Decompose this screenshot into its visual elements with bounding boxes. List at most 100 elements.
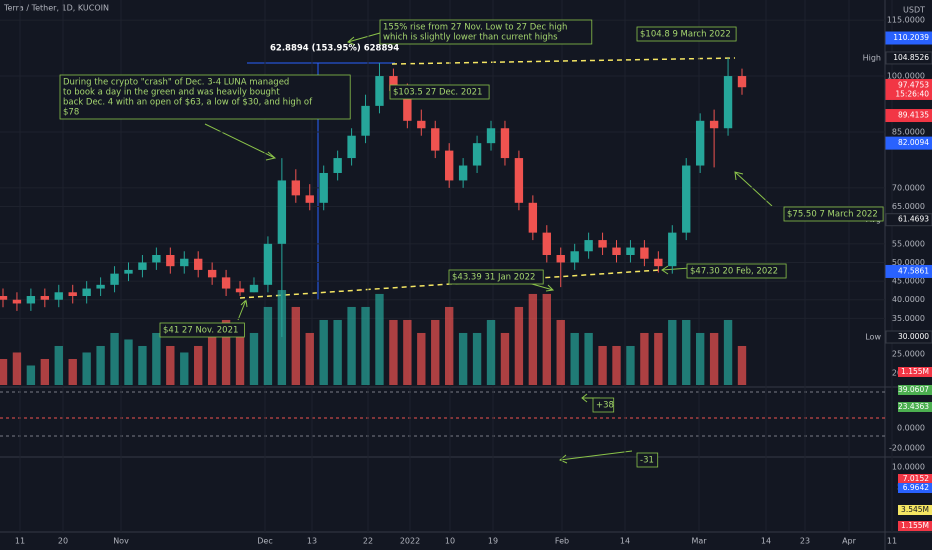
candle-body bbox=[458, 165, 468, 181]
candle-body bbox=[166, 255, 175, 267]
currency-label: USDT bbox=[903, 6, 925, 15]
annotation-text: 155% rise from 27 Nov. Low to 27 Dec hig… bbox=[383, 23, 567, 33]
volume-bar bbox=[654, 332, 663, 385]
price-tag bbox=[885, 136, 932, 150]
annotation-text: back Dec. 4 with an open of $63, a low o… bbox=[63, 98, 313, 108]
annotation-text: $103.5 27 Dec. 2021 bbox=[393, 88, 482, 98]
candle-body bbox=[347, 135, 356, 159]
volume-bar bbox=[570, 332, 579, 385]
candle-body bbox=[668, 232, 677, 267]
arrow bbox=[347, 32, 381, 46]
volume-bar bbox=[542, 293, 551, 385]
x-tick-label: 2022 bbox=[400, 537, 420, 546]
candle-body bbox=[472, 143, 482, 166]
candle-body bbox=[68, 292, 77, 297]
volume-bar bbox=[221, 319, 231, 385]
price-tag bbox=[885, 264, 932, 278]
candle-body bbox=[40, 296, 50, 300]
x-tick-label: 22 bbox=[363, 537, 373, 546]
candle-body bbox=[291, 180, 300, 196]
header-title: Terra / Tether, 1D, KUCOIN bbox=[3, 4, 109, 13]
annotation-box bbox=[592, 397, 615, 413]
y-tick-label: 45.0000 bbox=[892, 277, 925, 286]
annotation-text: -31 bbox=[640, 456, 654, 466]
candle-body bbox=[556, 255, 565, 263]
volume-bar bbox=[138, 345, 147, 385]
y-tick-label: 40.0000 bbox=[892, 295, 925, 304]
volume-bar bbox=[584, 332, 593, 385]
indicator-tag-label: 23.4363 bbox=[898, 402, 929, 411]
volume-bar bbox=[291, 306, 300, 385]
volume-bar bbox=[207, 332, 217, 385]
volume-bar bbox=[333, 319, 342, 385]
price-tag bbox=[885, 330, 932, 344]
x-tick-label: Apr bbox=[842, 537, 857, 546]
indicator-tag bbox=[898, 483, 932, 493]
volume-bar bbox=[82, 352, 91, 385]
arrows bbox=[204, 32, 773, 464]
candle-body bbox=[124, 269, 133, 274]
indicator-tag-label: 3.545M bbox=[901, 505, 929, 514]
y-tick-label: 55.0000 bbox=[892, 239, 925, 248]
candle-body bbox=[263, 243, 273, 285]
volume-bar bbox=[668, 319, 677, 385]
candle-body bbox=[709, 120, 719, 129]
arrow bbox=[661, 265, 691, 275]
y-tick-label: 65.0000 bbox=[892, 202, 925, 211]
candle-body bbox=[612, 247, 621, 255]
volume-bar bbox=[403, 319, 412, 385]
annotation-box bbox=[379, 19, 593, 45]
candle-body bbox=[207, 269, 217, 278]
x-tick-label: 14 bbox=[620, 537, 630, 546]
volume-bar bbox=[695, 332, 705, 385]
volume-bar bbox=[68, 358, 77, 385]
price-tag bbox=[885, 31, 932, 45]
volume-bar bbox=[180, 352, 189, 385]
x-tick-label: 10 bbox=[445, 537, 455, 546]
volume-bar bbox=[626, 345, 635, 385]
volume-bar bbox=[612, 345, 621, 385]
volume-bar bbox=[514, 306, 524, 385]
volume-bar bbox=[640, 332, 649, 385]
candle-body bbox=[723, 76, 733, 129]
candle-body bbox=[654, 258, 663, 267]
candle-body bbox=[180, 258, 189, 267]
lower-tick-label: 0.0000 bbox=[897, 424, 925, 433]
x-tick-label: Nov bbox=[113, 537, 129, 546]
candle-body bbox=[584, 240, 593, 252]
indicator-tag-label: 7.0152 bbox=[903, 474, 929, 483]
annotation-text: which is slightly lower than current hig… bbox=[383, 33, 558, 43]
indicator-tag bbox=[898, 402, 932, 412]
volume-bar bbox=[500, 332, 510, 385]
candle-body bbox=[96, 284, 105, 289]
indicator-tag bbox=[898, 474, 932, 484]
volume-bar bbox=[277, 290, 287, 385]
volume-bar bbox=[486, 319, 496, 385]
volume-bar bbox=[556, 319, 565, 385]
volume-bar bbox=[417, 332, 426, 385]
candle-body bbox=[431, 128, 440, 151]
candle-body bbox=[0, 296, 8, 300]
volume-bar bbox=[0, 358, 8, 385]
annotation-box bbox=[636, 452, 659, 468]
indicator-tag-label: 1.155M bbox=[901, 521, 929, 530]
y-tick-label: 50.0000 bbox=[892, 258, 925, 267]
volume-bar bbox=[431, 319, 440, 385]
annotation-box bbox=[636, 26, 737, 42]
annotation-text: 62.8894 (153.95%) 628894 bbox=[270, 44, 399, 54]
candle-body bbox=[570, 251, 579, 263]
x-tick-label: Dec bbox=[257, 537, 272, 546]
candle-body bbox=[319, 172, 328, 203]
x-tick-label: 23 bbox=[800, 537, 810, 546]
candle-body bbox=[403, 90, 412, 121]
indicator-tag-label: 6.9642 bbox=[903, 483, 929, 492]
volume-bar bbox=[249, 332, 259, 385]
candle-body bbox=[486, 128, 496, 144]
y-tick-label: 100.0000 bbox=[887, 72, 925, 81]
volume-bar bbox=[528, 293, 538, 385]
indicator-tag bbox=[898, 385, 932, 395]
volume-bar bbox=[305, 332, 314, 385]
price-tag-label: 61.4693 bbox=[898, 215, 929, 224]
volume-bar bbox=[598, 345, 607, 385]
